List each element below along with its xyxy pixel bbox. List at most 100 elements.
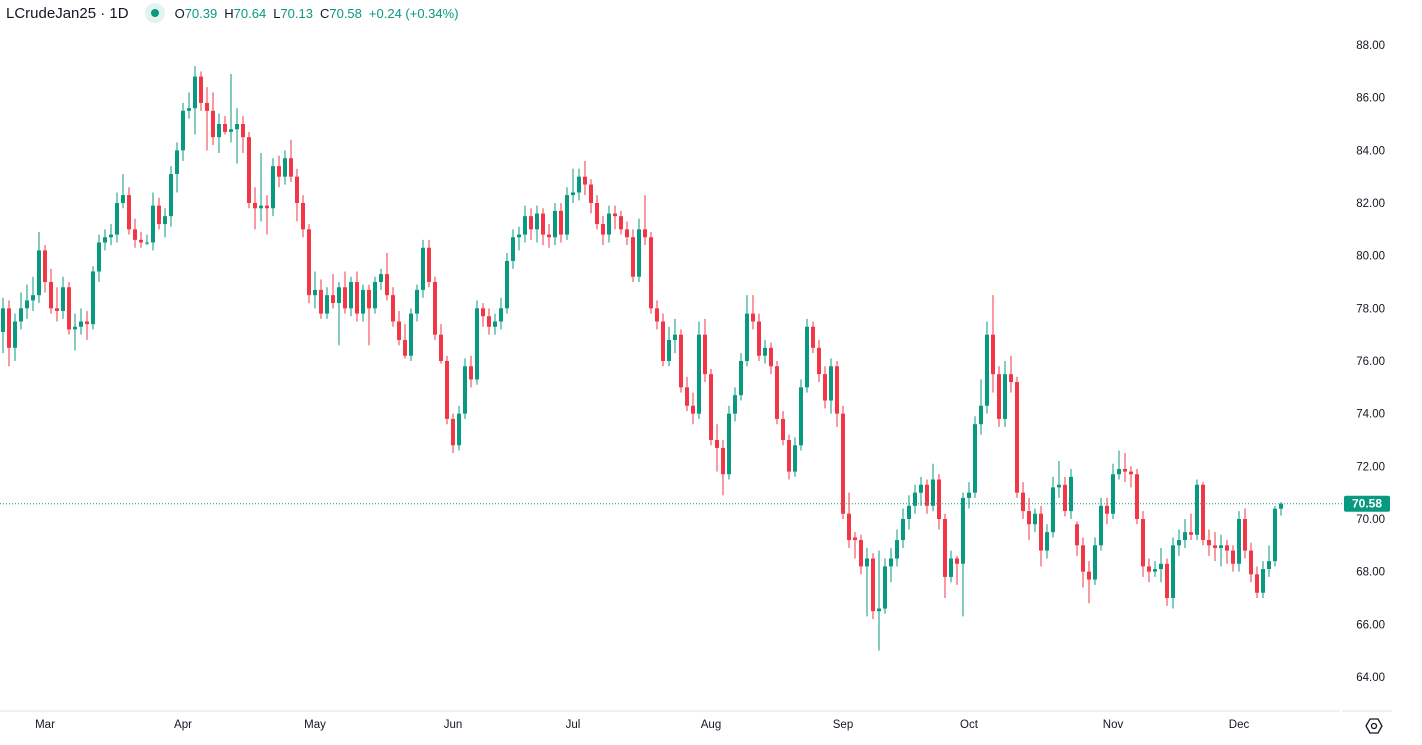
candle-body [463,366,467,414]
candle [859,534,863,575]
candle [637,218,641,282]
ohlc-high: H70.64 [224,5,267,21]
candle-body [247,137,251,203]
candle [163,208,167,238]
candle [799,379,803,451]
candle-body [433,281,437,335]
candle [547,224,551,248]
candle-body [625,229,629,238]
candle-body [559,210,563,235]
candle [397,310,401,346]
candle [97,234,101,282]
candle-body [1243,518,1247,551]
candle [1123,453,1127,483]
price-tick-label: 84.00 [1356,145,1385,157]
candle [967,482,971,509]
candle-body [715,439,719,448]
candle-body [1189,532,1193,535]
candle-body [277,166,281,177]
settings-hexagon-icon[interactable] [1364,716,1384,736]
candle-body [1015,382,1019,493]
time-tick-label: Sep [833,719,853,731]
candle-body [511,237,515,261]
candle-body [727,413,731,475]
candle-body [655,308,659,322]
candle [751,295,755,330]
candle [337,281,341,346]
candle [919,476,923,506]
candle [469,355,473,388]
candle-body [451,418,455,446]
candle-body [685,387,689,406]
candle [901,508,905,548]
candle-body [865,558,869,567]
candle [73,313,77,351]
price-axis[interactable]: 88.00 86.00 84.00 82.00 80.00 78.00 76.00 74.00… [1356,40,1385,684]
candle [241,116,245,153]
candle [1267,545,1271,577]
candle [475,300,479,385]
candle-body [793,445,797,472]
candle-body [709,374,713,440]
candle-body [49,281,53,309]
candle-body [457,413,461,446]
candle [955,555,959,585]
price-tick-label: 74.00 [1356,409,1385,421]
candle [415,284,419,322]
candle [481,303,485,327]
candle [1075,521,1079,556]
candle [691,392,695,425]
candle [193,66,197,135]
candle [289,139,293,182]
candle [61,276,65,319]
candle-body [799,387,803,446]
candle-body [595,202,599,225]
candle [1141,511,1145,577]
time-axis[interactable]: Mar Apr May Jun Jul Aug Sep Oct Nov Dec [35,719,1249,731]
time-tick-label: Nov [1103,719,1124,731]
candle-body [367,289,371,309]
candle-body [397,321,401,340]
candle [349,276,353,317]
candle-body [1123,468,1127,472]
candle-body [517,234,521,238]
candle-body [421,247,425,290]
candle-body [85,321,89,325]
symbol-title[interactable]: LCrudeJan25 · 1D [6,4,129,22]
candle-body [535,213,539,230]
candle-body [91,271,95,325]
candle-body [895,540,899,559]
candle [655,300,659,330]
candle-body [1249,550,1253,575]
candle-body [295,176,299,203]
ohlc-low: L70.13 [273,5,313,21]
candle [781,411,785,446]
candle [727,405,731,480]
candle-body [157,205,161,225]
candle-body [307,229,311,296]
candle [721,439,725,496]
candle [823,366,827,409]
candle-body [877,608,881,612]
candle-body [1111,474,1115,514]
candle-body [1105,505,1109,514]
candle [217,113,221,153]
candle [1249,542,1253,583]
candle [43,245,47,293]
candle [1273,505,1277,567]
candle [175,142,179,193]
ohlc-open: O70.39 [174,5,218,21]
candle-body [943,518,947,577]
candle-body [1141,518,1145,567]
candle [1201,482,1205,546]
candle-body [1027,511,1031,525]
price-tick-label: 82.00 [1356,198,1385,210]
candle-body [1273,508,1277,562]
candle [1063,476,1067,517]
candle [235,108,239,164]
candle [1159,547,1163,583]
candle [79,308,83,335]
candle-body [43,250,47,282]
candle-body [253,202,257,209]
